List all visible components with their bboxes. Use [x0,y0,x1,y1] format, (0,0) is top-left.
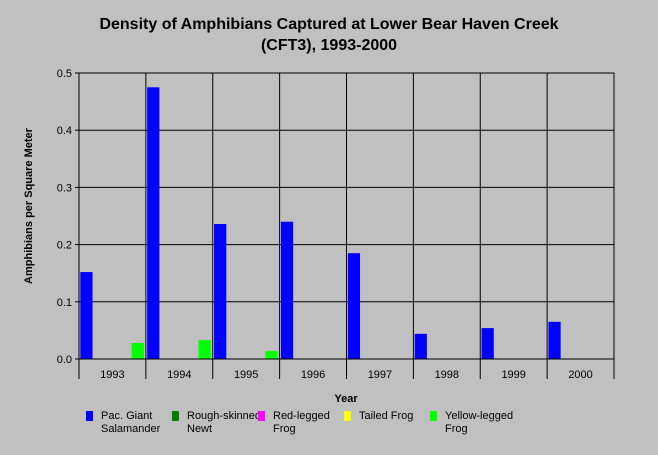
y-tick-labels: 0.0 0.1 0.2 0.3 0.4 0.5 [57,68,72,366]
y-tick-label: 0.5 [57,68,72,80]
plot-frame [78,72,615,360]
x-tick-label: 1999 [501,369,525,381]
legend: Pac. Giant Salamander Rough-skinned Newt Red… [86,410,646,450]
grid-lines [79,72,614,359]
x-tick-labels: 1993 1994 1995 1996 1997 1998 1999 2000 [100,369,593,381]
y-tick-label: 0.0 [57,354,72,366]
legend-label-line2: Frog [273,423,296,435]
axes [75,72,615,379]
bar [198,340,211,359]
bar [414,333,427,359]
legend-label-line2: Newt [187,423,213,435]
legend-label-line1: Yellow-legged [445,410,514,422]
chart-title-line2: (CFT3), 1993-2000 [260,37,398,54]
x-tick-label: 1998 [435,369,459,381]
y-tick-label: 0.4 [57,125,72,137]
legend-label-line1: Tailed Frog [359,410,414,422]
y-tick-label: 0.3 [57,182,72,194]
bar [280,221,294,359]
x-tick-label: 1993 [100,369,124,381]
legend-swatch [86,411,93,421]
x-tick-label: 2000 [568,369,592,381]
chart-title: Density of Amphibians Captured at Lower … [0,14,658,56]
y-axis-label: Amphibians per Square Meter [23,127,35,284]
x-tick-label: 1994 [167,369,191,381]
y-tick-label: 0.2 [57,240,72,252]
bar [347,253,361,359]
x-axis-label: Year [334,393,358,405]
legend-label-line1: Red-legged [273,410,330,422]
legend-label-line1: Rough-skinned [187,410,261,422]
legend-label: Pac. Giant Salamander [101,410,191,436]
legend-label: Rough-skinned Newt [187,410,277,436]
legend-swatch [430,411,437,421]
legend-label-line2: Frog [445,423,468,435]
bar [131,342,144,359]
bars [80,87,561,360]
bar [147,87,160,360]
legend-swatch [344,411,351,421]
chart-title-line1: Density of Amphibians Captured at Lower … [99,16,559,33]
legend-swatch [172,411,179,421]
x-tick-label: 1997 [368,369,392,381]
y-tick-label: 0.1 [57,297,72,309]
legend-label: Red-legged Frog [273,410,363,436]
legend-label: Yellow-legged Frog [445,410,535,436]
legend-label-line2: Salamander [101,423,161,435]
bar [265,350,278,359]
x-tick-label: 1996 [301,369,325,381]
bar [481,328,494,359]
legend-label-line1: Pac. Giant [101,410,153,422]
legend-swatch [258,411,265,421]
bar [214,224,227,359]
bar [548,321,561,359]
x-tick-label: 1995 [234,369,258,381]
bar [80,272,93,359]
legend-label: Tailed Frog [359,410,449,423]
